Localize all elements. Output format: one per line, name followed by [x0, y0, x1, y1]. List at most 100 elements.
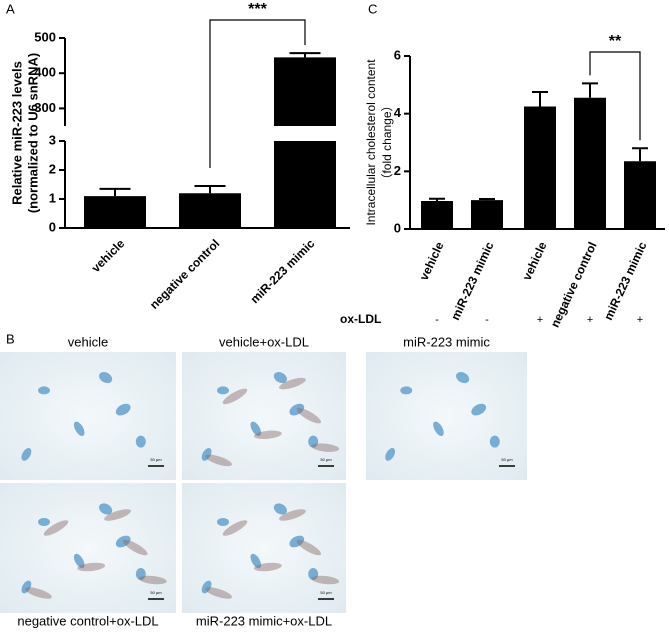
- y-tick-label: 3: [49, 132, 56, 147]
- error-bar: [429, 197, 445, 202]
- y-tick-label: 4: [394, 105, 402, 120]
- lipid-stain: [222, 388, 248, 405]
- error-bar: [632, 147, 648, 162]
- panel-label: B: [6, 331, 15, 346]
- x-tick-label: miR-223 mimic: [248, 236, 318, 306]
- y-tick-label: 6: [394, 47, 401, 62]
- lipid-stain: [122, 539, 148, 556]
- micrographs: 50 μm vehicle 50 μm vehicle+ox-LDL 50 μm miR-…: [0, 334, 527, 628]
- y-tick-label: 400: [34, 65, 56, 80]
- x-tick-label: vehicle: [417, 239, 447, 282]
- nucleus: [250, 553, 262, 569]
- y-axis-label: （fold change）: [380, 99, 394, 185]
- y-tick-label: 0: [394, 220, 401, 235]
- scale-bar-label: 50 μm: [501, 457, 513, 462]
- lipid-stain: [311, 575, 340, 585]
- bar: [421, 201, 453, 229]
- scale-bar-label: 50 μm: [150, 457, 162, 462]
- y-tick-label: 2: [49, 161, 56, 176]
- treatment-value: -: [485, 314, 489, 326]
- y-axis-label: Relative miR-223 levels: [9, 61, 24, 205]
- error-bar: [479, 198, 495, 201]
- error-bar: [289, 52, 321, 58]
- significance-bracket: [209, 19, 306, 168]
- micrograph: [0, 352, 176, 480]
- image-caption: miR-223 mimic+ox-LDL: [196, 613, 332, 628]
- nucleus: [308, 435, 319, 448]
- nucleus: [73, 421, 85, 437]
- scale-bar-label: 50 μm: [150, 590, 162, 595]
- lipid-stain: [279, 377, 306, 390]
- nucleus: [201, 448, 212, 461]
- nucleus: [115, 535, 131, 548]
- nucleus: [21, 580, 32, 594]
- error-bar: [532, 91, 548, 107]
- y-tick-label: 300: [34, 100, 56, 115]
- nucleus: [456, 372, 470, 384]
- lipid-stain: [138, 575, 167, 585]
- nucleus: [289, 403, 305, 416]
- nucleus: [217, 518, 229, 526]
- significance-label: ***: [248, 1, 267, 18]
- bar: [624, 161, 656, 229]
- bar: [524, 106, 556, 229]
- lipid-stain: [25, 587, 52, 599]
- x-tick-label: vehicle: [89, 236, 128, 275]
- nucleus: [135, 435, 146, 448]
- panel-label: C: [368, 1, 377, 16]
- nucleus: [115, 403, 131, 416]
- y-axis-label: Intracellular cholesterol content: [364, 59, 378, 226]
- lipid-stain: [77, 562, 106, 572]
- lipid-stain: [279, 509, 306, 521]
- image-caption: vehicle+ox-LDL: [219, 334, 309, 349]
- micrograph: [182, 352, 346, 480]
- lipid-stain: [205, 454, 232, 467]
- image-caption: negative control+ox-LDL: [17, 613, 158, 628]
- treatment-value: -: [435, 314, 439, 326]
- nucleus: [38, 386, 50, 395]
- micrograph: [0, 483, 176, 613]
- bar: [274, 57, 336, 228]
- x-tick-label: miR-223 mimic: [601, 239, 650, 322]
- lipid-stain: [104, 509, 131, 521]
- y-tick-label: 1: [49, 190, 56, 205]
- bar: [471, 200, 503, 229]
- nucleus: [201, 580, 212, 594]
- nucleus: [489, 435, 500, 448]
- error-bar: [99, 187, 131, 197]
- x-tick-label: vehicle: [520, 239, 550, 282]
- x-tick-label: miR-223 mimic: [448, 239, 497, 322]
- lipid-stain: [205, 587, 232, 599]
- micrograph: [182, 483, 346, 613]
- nucleus: [250, 421, 262, 437]
- lipid-stain: [296, 407, 322, 424]
- image-caption: miR-223 mimic: [403, 334, 490, 349]
- treatment-value: +: [587, 314, 593, 326]
- nucleus: [99, 503, 113, 515]
- y-tick-label: 500: [34, 29, 56, 44]
- nucleus: [385, 448, 396, 461]
- treatment-value: +: [637, 314, 643, 326]
- micrograph: [366, 352, 527, 480]
- nucleus: [400, 386, 413, 395]
- error-bar: [194, 184, 226, 194]
- lipid-stain: [296, 539, 322, 556]
- scale-bar-label: 50 μm: [320, 590, 332, 595]
- nucleus: [73, 553, 85, 569]
- nucleus: [471, 403, 487, 416]
- significance-bracket: [589, 51, 641, 141]
- treatment-label: ox-LDL: [340, 312, 381, 326]
- nucleus: [99, 372, 113, 384]
- nucleus: [273, 372, 287, 384]
- treatment-value: +: [537, 314, 543, 326]
- nucleus: [433, 421, 444, 437]
- scale-bar-label: 50 μm: [320, 457, 332, 462]
- lipid-stain: [311, 443, 340, 452]
- bar: [179, 193, 241, 228]
- nucleus: [273, 503, 287, 515]
- nucleus: [289, 535, 305, 548]
- y-axis-label: (normalized to U6 snRNA): [25, 53, 40, 213]
- lipid-stain: [43, 520, 69, 536]
- bar: [574, 97, 606, 229]
